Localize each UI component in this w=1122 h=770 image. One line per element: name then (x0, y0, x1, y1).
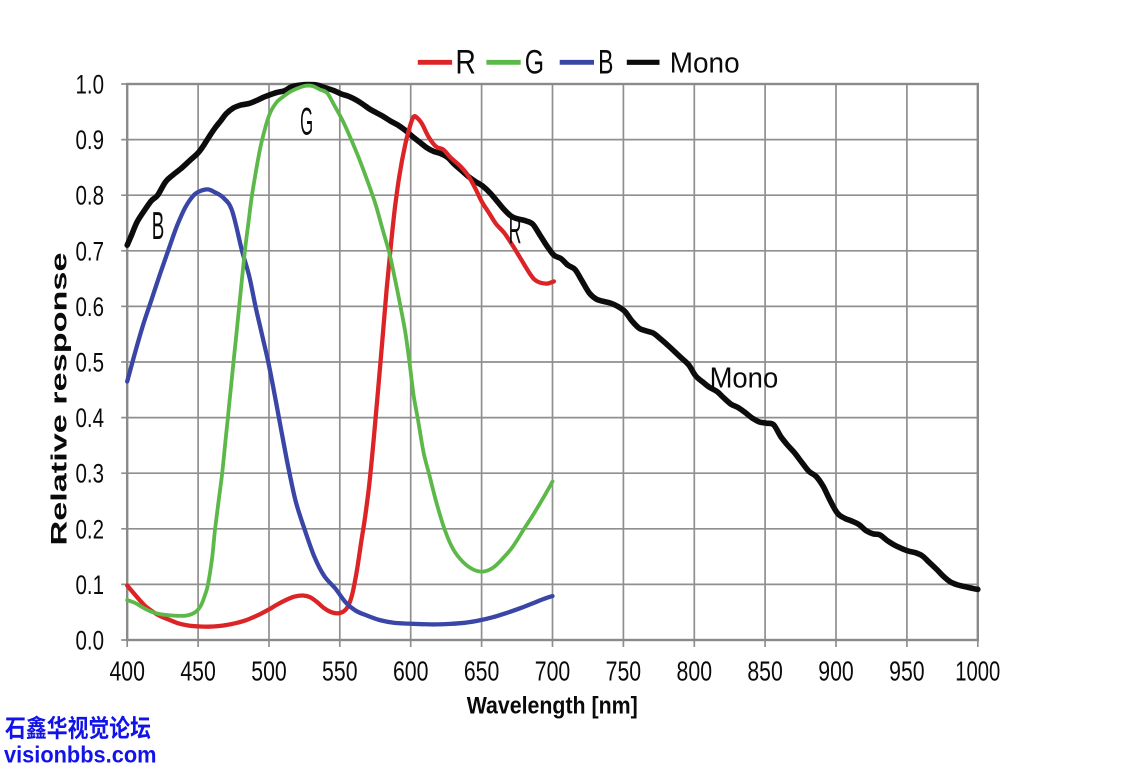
svg-text:B: B (598, 44, 613, 82)
svg-text:visionbbs.com: visionbbs.com (4, 742, 157, 768)
svg-text:650: 650 (464, 656, 500, 687)
svg-text:700: 700 (535, 656, 571, 687)
svg-text:600: 600 (393, 656, 429, 687)
svg-text:0.6: 0.6 (76, 292, 105, 322)
svg-text:400: 400 (109, 656, 145, 687)
svg-text:R: R (509, 209, 522, 252)
svg-text:750: 750 (606, 656, 642, 687)
svg-text:0.4: 0.4 (76, 403, 105, 433)
svg-text:G: G (300, 101, 313, 144)
svg-text:1.0: 1.0 (76, 70, 105, 100)
svg-text:850: 850 (747, 656, 783, 687)
svg-text:500: 500 (251, 656, 287, 687)
svg-text:1000: 1000 (955, 656, 1000, 687)
svg-text:0.1: 0.1 (76, 570, 105, 600)
svg-text:0.8: 0.8 (76, 181, 105, 211)
svg-text:550: 550 (322, 656, 358, 687)
svg-text:0.3: 0.3 (76, 459, 105, 489)
svg-text:900: 900 (818, 656, 854, 687)
svg-text:G: G (525, 44, 544, 82)
svg-text:0.7: 0.7 (76, 236, 105, 266)
svg-text:Wavelength [nm]: Wavelength [nm] (467, 693, 638, 720)
svg-text:0.2: 0.2 (76, 514, 105, 544)
svg-text:0.5: 0.5 (76, 348, 105, 378)
svg-text:Mono: Mono (710, 362, 779, 394)
svg-text:800: 800 (677, 656, 713, 687)
svg-text:R: R (455, 44, 476, 82)
svg-text:Relative response: Relative response (47, 253, 72, 546)
svg-text:0.0: 0.0 (76, 626, 105, 656)
svg-text:Mono: Mono (670, 48, 740, 80)
svg-text:950: 950 (889, 656, 925, 687)
svg-text:450: 450 (180, 656, 216, 687)
svg-text:0.9: 0.9 (76, 125, 105, 155)
svg-text:B: B (152, 205, 165, 248)
